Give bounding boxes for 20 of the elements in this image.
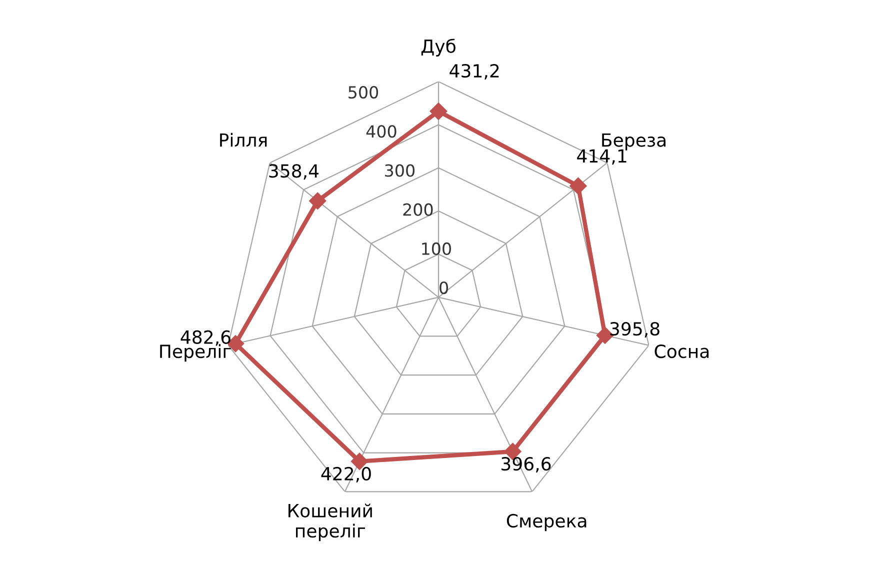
data-label: 396,6 — [502, 456, 551, 472]
data-label: 414,1 — [577, 149, 626, 165]
data-label: 422,0 — [321, 466, 371, 482]
spoke-label: Сосна — [654, 344, 709, 358]
data-label: 395,8 — [610, 322, 660, 338]
data-label: 482,6 — [180, 330, 230, 346]
y-tick-label: 100 — [422, 242, 451, 255]
y-tick-label: 500 — [348, 86, 378, 99]
data-label: 358,4 — [269, 164, 319, 180]
spoke-label: Смерека — [506, 514, 586, 532]
data-label: 431,2 — [450, 64, 499, 80]
spoke-label: Переліг — [160, 344, 231, 362]
y-tick-label: 400 — [366, 125, 396, 138]
y-tick-label: 300 — [385, 164, 415, 177]
spoke-label: Дуб — [421, 38, 456, 56]
y-tick-label: 200 — [403, 203, 433, 216]
spoke-label: Береза — [602, 133, 666, 150]
y-tick-label: 0 — [440, 281, 448, 294]
spoke-label: Рілля — [220, 132, 267, 147]
spoke-label: Кошений переліг — [288, 504, 372, 542]
